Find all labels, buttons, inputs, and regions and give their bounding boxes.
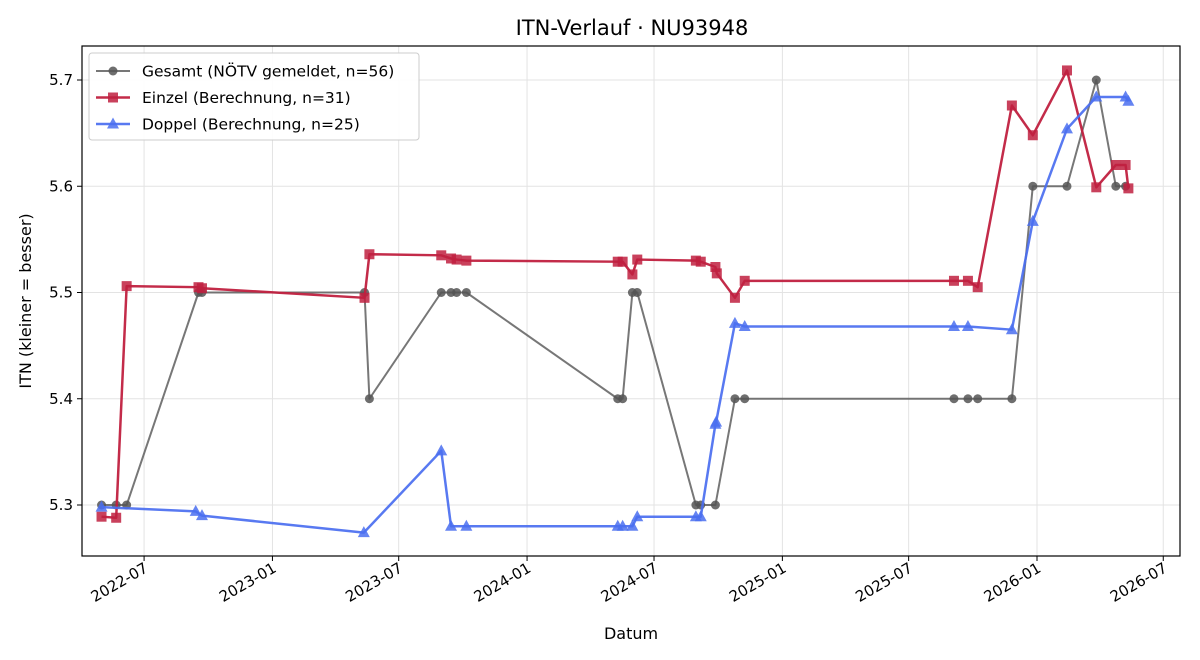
data-point-einzel	[695, 256, 706, 267]
data-point-einzel	[461, 255, 472, 266]
data-point-doppel	[1026, 214, 1039, 226]
data-point-doppel	[189, 504, 202, 516]
data-point-einzel	[627, 269, 638, 280]
data-point-einzel	[962, 275, 973, 286]
data-point-doppel	[1090, 90, 1103, 102]
legend-marker-doppel	[107, 117, 119, 129]
data-point-einzel	[1006, 100, 1017, 111]
series-doppel	[95, 90, 1135, 538]
data-point-doppel	[961, 320, 974, 331]
data-point-gesamt	[364, 394, 374, 404]
data-point-einzel	[436, 250, 447, 261]
data-point-einzel	[739, 275, 750, 286]
data-point-gesamt	[1028, 181, 1038, 191]
data-point-gesamt	[973, 394, 983, 404]
plot-series	[95, 65, 1135, 538]
legend-label-doppel: Doppel (Berechnung, n=25)	[142, 116, 360, 134]
data-point-doppel	[631, 510, 644, 522]
chart-title: ITN-Verlauf · NU93948	[516, 16, 749, 40]
y-tick-label: 5.7	[49, 71, 73, 89]
y-tick-label: 5.3	[49, 496, 73, 514]
data-point-doppel	[947, 320, 960, 331]
data-point-doppel	[728, 316, 741, 328]
data-point-gesamt	[1007, 394, 1017, 404]
data-point-doppel	[95, 500, 108, 512]
legend-label-gesamt: Gesamt (NÖTV gemeldet, n=56)	[142, 62, 394, 81]
data-point-einzel	[121, 281, 132, 292]
data-point-gesamt	[730, 394, 740, 404]
y-axis-title: ITN (kleiner = besser)	[16, 213, 35, 388]
data-point-einzel	[710, 262, 721, 272]
data-point-doppel	[1060, 122, 1073, 134]
x-axis-title: Datum	[604, 624, 658, 643]
data-point-doppel	[1005, 323, 1018, 335]
data-point-einzel	[96, 511, 107, 522]
data-point-einzel	[1027, 130, 1038, 141]
data-point-gesamt	[710, 500, 720, 510]
data-point-einzel	[711, 268, 722, 279]
legend-box	[88, 52, 420, 141]
data-point-gesamt	[1111, 181, 1121, 191]
data-point-einzel	[948, 275, 959, 286]
data-point-gesamt	[740, 394, 750, 404]
data-point-einzel	[451, 254, 462, 265]
data-point-gesamt	[1091, 75, 1101, 85]
data-point-gesamt	[1062, 181, 1072, 191]
data-point-doppel	[738, 320, 751, 331]
legend-marker-gesamt	[108, 66, 118, 76]
plot-frame	[81, 45, 1181, 557]
data-point-einzel	[1123, 183, 1134, 194]
data-point-gesamt	[632, 288, 642, 297]
y-tick-label: 5.6	[49, 177, 73, 195]
data-point-einzel	[196, 283, 207, 294]
data-point-einzel	[972, 282, 983, 293]
data-point-doppel	[435, 444, 448, 456]
data-point-gesamt	[436, 288, 446, 297]
data-point-doppel	[694, 510, 707, 522]
data-point-einzel	[1110, 160, 1121, 170]
legend: Gesamt (NÖTV gemeldet, n=56) Einzel (Bere…	[88, 52, 420, 141]
data-point-einzel	[632, 254, 643, 265]
data-point-doppel	[195, 509, 208, 521]
data-point-doppel	[710, 415, 723, 427]
data-point-einzel	[111, 512, 122, 523]
data-point-doppel	[460, 519, 473, 531]
legend-marker-einzel	[108, 92, 118, 103]
data-point-doppel	[445, 519, 458, 531]
data-point-doppel	[626, 519, 639, 531]
data-point-doppel	[1122, 94, 1135, 106]
data-point-gesamt	[949, 394, 959, 404]
data-point-gesamt	[461, 288, 471, 297]
data-point-einzel	[359, 292, 370, 303]
data-point-doppel	[357, 526, 370, 538]
y-tick-label: 5.4	[49, 390, 73, 408]
data-point-doppel	[616, 519, 629, 531]
data-point-gesamt	[963, 394, 973, 404]
data-point-einzel	[1091, 182, 1102, 193]
legend-label-einzel: Einzel (Berechnung, n=31)	[142, 89, 351, 107]
y-tick-label: 5.5	[49, 284, 73, 302]
data-point-einzel	[1120, 160, 1131, 170]
data-point-einzel	[1061, 65, 1072, 76]
data-point-gesamt	[452, 288, 462, 297]
series-einzel	[96, 65, 1134, 523]
data-point-gesamt	[618, 394, 628, 404]
data-point-einzel	[617, 256, 628, 267]
data-point-einzel	[729, 292, 740, 303]
data-point-einzel	[364, 249, 375, 260]
data-point-einzel	[446, 253, 457, 264]
